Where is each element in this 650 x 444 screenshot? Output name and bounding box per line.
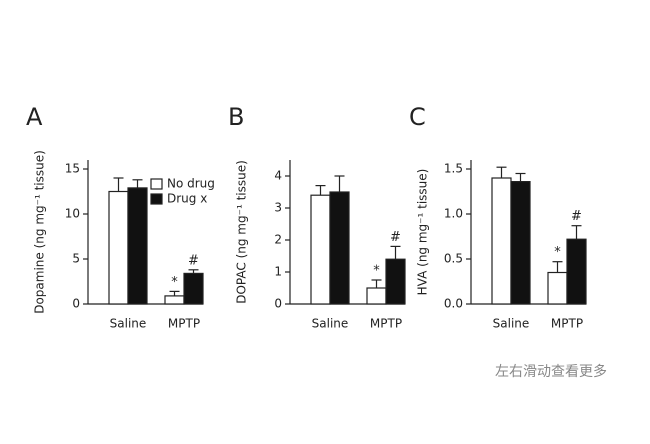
x-tick-label: Saline <box>312 317 349 331</box>
y-tick-label: 2 <box>274 233 282 247</box>
annotation: # <box>571 209 582 224</box>
x-tick-label: Saline <box>110 317 147 331</box>
annotation: * <box>373 264 380 279</box>
y-tick-label: 0 <box>274 297 282 311</box>
annotation: # <box>390 230 401 245</box>
y-tick-label: 5 <box>72 252 80 266</box>
y-axis-label: HVA (ng mg⁻¹ tissue) <box>416 169 430 296</box>
legend-swatch <box>150 193 163 205</box>
y-tick-label: 1 <box>274 265 282 279</box>
legend-label: Drug x <box>167 192 207 206</box>
bar <box>366 287 387 305</box>
panel-letter: B <box>228 103 244 131</box>
annotation: * <box>171 275 178 290</box>
y-tick-label: 0.5 <box>444 252 463 266</box>
y-tick-label: 0 <box>72 297 80 311</box>
x-tick-label: MPTP <box>370 317 402 331</box>
bar <box>491 177 512 305</box>
bar <box>547 271 568 305</box>
legend-label: No drug <box>167 177 215 191</box>
x-tick-label: MPTP <box>551 317 583 331</box>
y-tick-label: 3 <box>274 201 282 215</box>
y-tick-label: 4 <box>274 169 282 183</box>
bar <box>183 272 204 305</box>
y-axis-label: Dopamine (ng mg⁻¹ tissue) <box>33 150 47 314</box>
y-tick-label: 1.5 <box>444 162 463 176</box>
panel-letter: A <box>26 103 43 131</box>
y-tick-label: 1.0 <box>444 207 463 221</box>
panel-letter: C <box>409 103 426 131</box>
bar <box>566 238 587 305</box>
annotation: * <box>554 245 561 260</box>
annotation: # <box>188 253 199 268</box>
bar <box>385 258 406 305</box>
x-tick-label: Saline <box>493 317 530 331</box>
y-tick-label: 0.0 <box>444 297 463 311</box>
footer-note: 左右滑动查看更多 <box>495 363 607 380</box>
x-tick-label: MPTP <box>168 317 200 331</box>
bar <box>164 295 185 305</box>
y-tick-label: 10 <box>65 207 80 221</box>
bar <box>329 191 350 305</box>
y-tick-label: 15 <box>65 162 80 176</box>
bar <box>310 194 331 305</box>
bar <box>108 190 129 305</box>
bar <box>510 181 531 305</box>
bar <box>127 187 148 305</box>
y-axis-label: DOPAC (ng mg⁻¹ tissue) <box>235 160 249 304</box>
legend-swatch <box>150 178 163 190</box>
